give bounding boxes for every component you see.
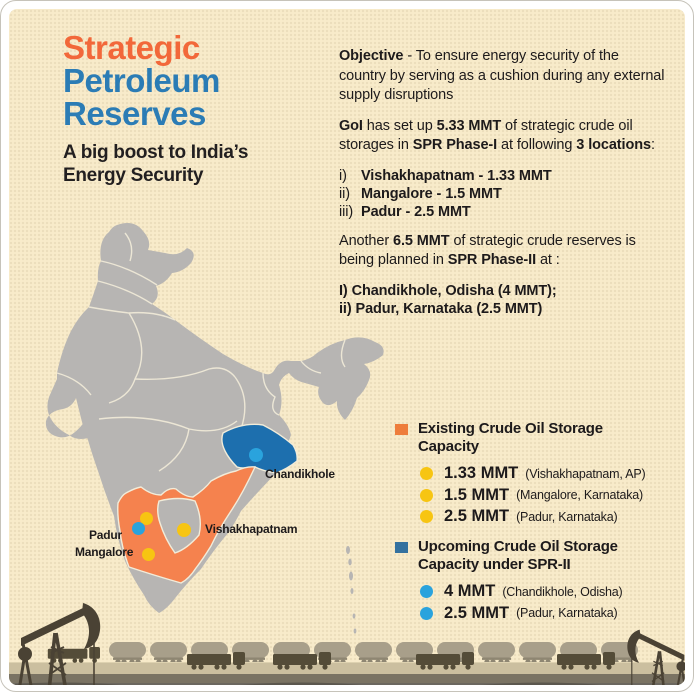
marker-mangalore [142,548,155,561]
map-label-chandikhole: Chandikhole [265,467,335,481]
marker-padur-upcoming [132,522,145,535]
oil-industry-scene [9,601,685,685]
blue-dot-icon [420,606,433,620]
phase2-location-list: I) Chandikhole, Odisha (4 MMT); ii) Padu… [339,282,669,319]
subtitle-line2: Energy Security [63,165,204,186]
list-item: iii) Padur - 2.5 MMT [339,203,471,220]
list-item: ii) Mangalore - 1.5 MMT [339,185,502,202]
infographic-background: Strategic Petroleum Reserves A big boost… [9,9,685,685]
legend-upcoming-title-line1: Upcoming Crude Oil Storage [418,538,618,555]
map-label-mangalore: Mangalore [75,545,134,559]
map-label-padur: Padur [89,528,123,542]
title-word-petroleum: Petroleum [63,62,220,99]
map-label-vishakhapatnam: Vishakhapatnam [205,522,298,536]
list-item: I) Chandikhole, Odisha (4 MMT); [339,282,557,299]
subtitle: A big boost to India’s Energy Security [63,141,248,187]
list-item: i) Vishakhapatnam - 1.33 MMT [339,167,552,184]
legend-existing: Existing Crude Oil Storage Capacity 1.33… [395,420,680,528]
legend-upcoming: Upcoming Crude Oil Storage Capacity unde… [395,538,680,624]
blue-dot-icon [420,585,433,599]
list-item: ii) Padur, Karnataka (2.5 MMT) [339,301,543,317]
title-word-reserves: Reserves [63,95,206,132]
subtitle-line1: A big boost to India’s [63,142,249,163]
india-map [45,223,384,634]
objective-paragraph: Objective - To ensure energy security of… [339,48,665,103]
legend-existing-title-line1: Existing Crude Oil Storage [418,420,603,437]
legend-item: 2.5 MMT (Padur, Karnataka) [420,506,680,528]
phase1-intro-paragraph: GoI has set up 5.33 MMT of strategic cru… [339,117,655,154]
marker-padur-existing [140,512,153,525]
title-word-strategic: Strategic [63,29,200,66]
marker-vishakhapatnam [177,523,191,537]
legend-upcoming-title-line2: Capacity under SPR-II [418,555,571,573]
phase2-intro-paragraph: Another 6.5 MMT of strategic crude reser… [339,232,636,269]
yellow-dot-icon [420,467,433,481]
legend-existing-title-line2: Capacity [418,437,479,455]
legend-item: 2.5 MMT (Padur, Karnataka) [420,603,680,625]
legend-item: 4 MMT (Chandikhole, Odisha) [420,581,680,603]
page-title: Strategic Petroleum Reserves A big boost… [63,31,248,187]
blue-square-icon [395,542,408,553]
marker-chandikhole [249,448,263,462]
phase1-location-list: i) Vishakhapatnam - 1.33 MMT ii) Mangalore… [339,167,669,221]
info-column: Objective - To ensure energy security of… [339,47,669,330]
yellow-dot-icon [420,510,433,524]
orange-square-icon [395,424,408,435]
yellow-dot-icon [420,488,433,502]
legend-item: 1.33 MMT (Vishakhapatnam, AP) [420,463,680,485]
legend-item: 1.5 MMT (Mangalore, Karnataka) [420,485,680,507]
